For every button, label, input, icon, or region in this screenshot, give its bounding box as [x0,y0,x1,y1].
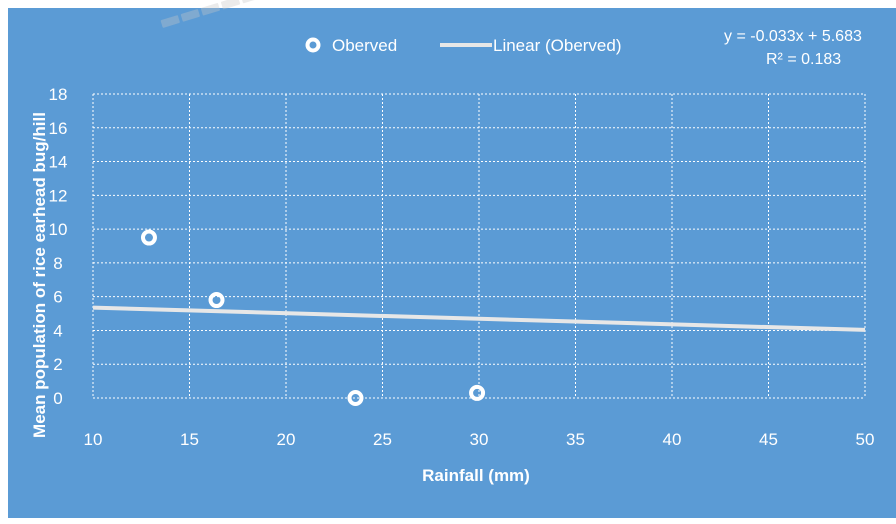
x-tick-label-45: 45 [759,430,778,449]
data-point-1 [140,229,157,246]
trendline-equation: y = -0.033x + 5.683 [724,28,862,45]
trendline-layer [92,305,866,332]
legend: Oberved Linear (Oberved) [305,36,622,55]
y-axis-title: Mean population of rice earhead bug/hill [30,112,49,438]
y-tick-label-2: 2 [53,355,62,374]
data-point-4 [469,384,486,401]
legend-marker-observed [305,37,321,53]
x-tick-label-50: 50 [856,430,875,449]
data-point-3 [347,390,364,406]
y-tick-label-12: 12 [49,186,68,205]
y-tick-label-14: 14 [49,153,68,172]
x-tick-label-10: 10 [84,430,103,449]
linear-trendline [92,305,866,332]
x-tick-label-35: 35 [566,430,585,449]
x-tick-label-25: 25 [373,430,392,449]
x-tick-label-40: 40 [663,430,682,449]
y-tick-label-16: 16 [49,119,68,138]
trendline-r-squared: R² = 0.183 [766,51,841,68]
y-tick-label-0: 0 [53,389,62,408]
y-tick-label-8: 8 [53,254,62,273]
y-tick-label-6: 6 [53,288,62,307]
legend-label-linear: Linear (Oberved) [493,36,622,55]
data-point-2 [208,292,225,309]
tick-layer: 0 2 4 6 8 10 12 14 16 18 10 15 20 25 30 35 40 45 50 [49,85,875,449]
points-layer [140,229,486,406]
y-tick-label-4: 4 [53,321,62,340]
legend-label-observed: Oberved [332,36,397,55]
x-tick-label-30: 30 [470,430,489,449]
x-tick-label-15: 15 [180,430,199,449]
x-axis-title: Rainfall (mm) [422,466,530,485]
y-tick-label-10: 10 [49,220,68,239]
grid-layer [92,93,866,399]
y-tick-label-18: 18 [49,85,68,104]
x-tick-label-20: 20 [277,430,296,449]
chart-area [8,8,896,518]
